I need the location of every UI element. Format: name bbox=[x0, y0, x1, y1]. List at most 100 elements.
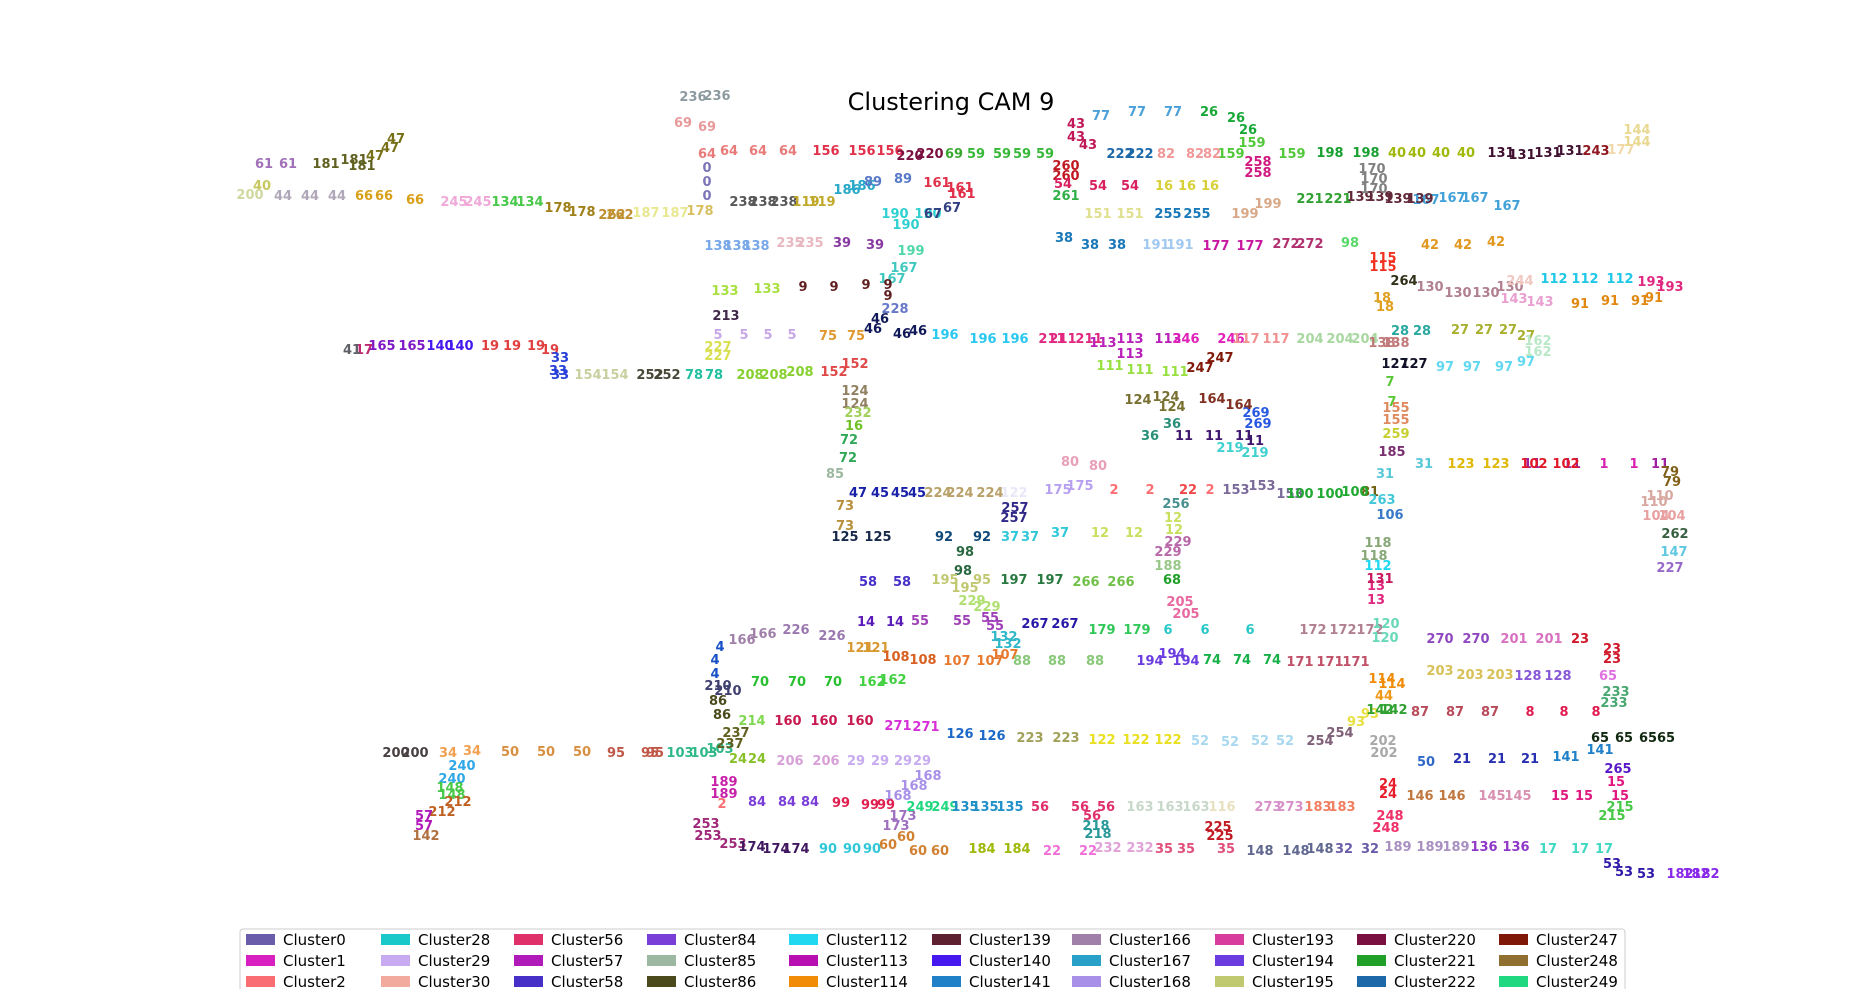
legend-swatch-18 bbox=[1072, 934, 1101, 945]
point-label-546: 240 bbox=[438, 772, 465, 787]
point-label-580: 35 bbox=[1217, 842, 1235, 857]
point-label-209: 16 bbox=[1201, 179, 1219, 194]
point-label-487: 225 bbox=[1204, 820, 1231, 835]
point-label-7: 64 bbox=[779, 144, 797, 159]
point-label-421: 160 bbox=[846, 714, 873, 729]
point-label-303: 124 bbox=[1158, 400, 1185, 415]
point-label-515: 13 bbox=[1367, 579, 1385, 594]
point-label-135: 117 bbox=[1262, 332, 1289, 347]
point-label-440: 87 bbox=[1446, 705, 1464, 720]
legend-label-24: Cluster220 bbox=[1394, 931, 1476, 949]
point-label-327: 125 bbox=[831, 530, 858, 545]
point-label-539: 95 bbox=[607, 746, 625, 761]
point-label-472: 135 bbox=[996, 800, 1023, 815]
point-label-368: 226 bbox=[782, 623, 809, 638]
point-label-300: 36 bbox=[1163, 417, 1181, 432]
point-label-158: 1 bbox=[1629, 457, 1638, 472]
point-label-173: 91 bbox=[1601, 294, 1619, 309]
point-label-412: 162 bbox=[858, 675, 885, 690]
point-label-170: 112 bbox=[1571, 272, 1598, 287]
point-label-451: 206 bbox=[776, 754, 803, 769]
point-label-405: 128 bbox=[1544, 669, 1571, 684]
point-label-55: 181 bbox=[340, 153, 367, 168]
point-label-401: 203 bbox=[1426, 664, 1453, 679]
point-label-503: 21 bbox=[1453, 752, 1471, 767]
point-label-382: 88 bbox=[1013, 654, 1031, 669]
point-label-92: 39 bbox=[833, 236, 851, 251]
point-label-57: 47 bbox=[381, 141, 399, 156]
point-label-443: 8 bbox=[1559, 705, 1568, 720]
legend-label-27: Cluster247 bbox=[1536, 931, 1618, 949]
point-label-369: 226 bbox=[818, 629, 845, 644]
point-label-166: 81 bbox=[1361, 485, 1379, 500]
legend-swatch-16 bbox=[932, 955, 961, 966]
point-label-187: 115 bbox=[1369, 260, 1396, 275]
point-label-431: 52 bbox=[1191, 734, 1209, 749]
point-label-261: 124 bbox=[841, 397, 868, 412]
point-label-414: 210 bbox=[704, 679, 731, 694]
point-label-291: 164 bbox=[1198, 392, 1225, 407]
point-label-331: 37 bbox=[1021, 530, 1039, 545]
point-label-112: 46 bbox=[909, 324, 927, 339]
point-label-122: 196 bbox=[931, 328, 958, 343]
legend-swatch-25 bbox=[1357, 955, 1386, 966]
point-label-479: 163 bbox=[1126, 800, 1153, 815]
point-label-167: 193 bbox=[1637, 275, 1664, 290]
point-label-427: 223 bbox=[1052, 731, 1079, 746]
point-label-442: 8 bbox=[1525, 705, 1534, 720]
point-label-498: 215 bbox=[1598, 809, 1625, 824]
point-label-466: 173 bbox=[889, 809, 916, 824]
point-label-194: 167 bbox=[1461, 191, 1488, 206]
point-label-302: 124 bbox=[1152, 390, 1179, 405]
point-label-1: 236 bbox=[703, 89, 730, 104]
point-label-477: 218 bbox=[1082, 819, 1109, 834]
point-label-365: 172 bbox=[1299, 623, 1326, 638]
point-label-568: 60 bbox=[879, 838, 897, 853]
point-label-548: 148 bbox=[438, 788, 465, 803]
legend-label-18: Cluster166 bbox=[1109, 931, 1191, 949]
point-label-333: 12 bbox=[1091, 526, 1109, 541]
point-label-314: 185 bbox=[1378, 445, 1405, 460]
point-label-551: 57 bbox=[415, 809, 433, 824]
point-label-554: 237 bbox=[722, 726, 749, 741]
point-label-56: 47 bbox=[366, 149, 384, 164]
point-label-229: 222 bbox=[1106, 147, 1133, 162]
point-label-108: 228 bbox=[881, 302, 908, 317]
legend-label-13: Cluster113 bbox=[826, 952, 908, 970]
point-label-488: 225 bbox=[1206, 829, 1233, 844]
point-label-541: 95 bbox=[646, 746, 664, 761]
point-label-271: 224 bbox=[924, 486, 951, 501]
point-label-445: 65 bbox=[1591, 731, 1609, 746]
point-label-529: 227 bbox=[1656, 561, 1683, 576]
point-label-89: 67 bbox=[943, 201, 961, 216]
point-label-189: 42 bbox=[1421, 238, 1439, 253]
point-label-125: 211 bbox=[1038, 332, 1065, 347]
point-label-557: 189 bbox=[710, 787, 737, 802]
point-label-47: 177 bbox=[1607, 143, 1634, 158]
point-label-406: 65 bbox=[1599, 669, 1617, 684]
point-label-226: 260 bbox=[1052, 169, 1079, 184]
legend-swatch-8 bbox=[514, 976, 543, 987]
point-label-161: 102 bbox=[1552, 457, 1579, 472]
point-label-450: 24 bbox=[748, 752, 766, 767]
point-label-59: 200 bbox=[236, 188, 263, 203]
point-label-208: 16 bbox=[1178, 179, 1196, 194]
point-label-165: 31 bbox=[1376, 467, 1394, 482]
point-label-389: 74 bbox=[1233, 653, 1251, 668]
point-label-432: 52 bbox=[1221, 735, 1239, 750]
point-label-224: 272 bbox=[1296, 237, 1323, 252]
point-label-408: 233 bbox=[1600, 696, 1627, 711]
point-label-30: 26 bbox=[1200, 105, 1218, 120]
point-label-353: 14 bbox=[886, 615, 904, 630]
point-label-556: 189 bbox=[710, 775, 737, 790]
point-label-395: 270 bbox=[1462, 632, 1489, 647]
point-label-531: 79 bbox=[1663, 475, 1681, 490]
point-label-481: 163 bbox=[1182, 800, 1209, 815]
point-label-68: 134 bbox=[491, 195, 518, 210]
point-label-362: 6 bbox=[1163, 623, 1172, 638]
point-label-231: 82 bbox=[1157, 147, 1175, 162]
point-label-499: 141 bbox=[1552, 750, 1579, 765]
point-label-394: 270 bbox=[1426, 632, 1453, 647]
point-label-45: 131 bbox=[1556, 144, 1583, 159]
point-label-424: 126 bbox=[946, 727, 973, 742]
